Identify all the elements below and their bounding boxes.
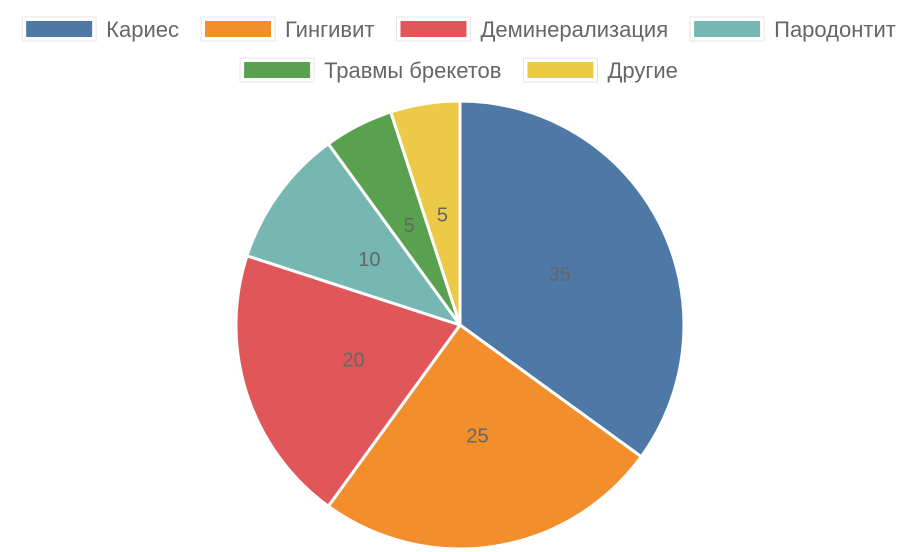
data-label-caries: 35 [549, 264, 571, 286]
legend-label-other: Другие [607, 58, 677, 83]
legend-swatch-demineralization [398, 19, 469, 39]
legend-swatch-other [525, 60, 596, 80]
legend-swatch-frame [239, 57, 315, 83]
legend-swatch-gingivitis [202, 19, 273, 39]
legend-swatch-caries [24, 19, 95, 39]
pie-slice-periodontitis[interactable] [245, 142, 462, 327]
legend-swatch-frame [689, 16, 765, 42]
pie-slice-other[interactable] [389, 99, 462, 327]
legend-swatch-frame [395, 16, 471, 42]
legend-swatch-periodontitis [692, 19, 763, 39]
data-label-bracket-trauma: 5 [404, 215, 415, 237]
pie-slices [234, 99, 686, 551]
data-label-gingivitis: 25 [466, 426, 488, 448]
data-label-demineralization: 20 [342, 350, 364, 372]
legend-swatch-frame [522, 57, 598, 83]
legend-label-caries: Кариес [106, 17, 179, 42]
legend-label-periodontitis: Пародонтит [774, 17, 896, 42]
legend-item-caries[interactable]: Кариес [21, 16, 179, 42]
pie-slice-gingivitis[interactable] [326, 323, 643, 551]
legend-label-gingivitis: Гингивит [285, 17, 374, 42]
data-label-periodontitis: 10 [358, 249, 380, 271]
legend-swatch-frame [21, 16, 97, 42]
data-label-other: 5 [437, 204, 448, 226]
legend-item-periodontitis[interactable]: Пародонтит [689, 16, 896, 42]
legend-item-other[interactable]: Другие [522, 57, 678, 83]
pie-slice-caries[interactable] [458, 99, 686, 459]
data-labels: 35 25 20 10 5 5 [342, 204, 571, 447]
legend-swatch-frame [200, 16, 276, 42]
legend-label-demineralization: Деминерализация [480, 17, 668, 42]
pie-slice-demineralization[interactable] [234, 254, 462, 508]
legend-label-bracket-trauma: Травмы брекетов [324, 58, 501, 83]
legend-swatch-bracket-trauma [242, 60, 313, 80]
legend-item-bracket-trauma[interactable]: Травмы брекетов [239, 57, 501, 83]
chart-legend: Кариес Гингивит Деминерализация Пародонтит Т… [21, 16, 896, 83]
legend-item-demineralization[interactable]: Деминерализация [395, 16, 668, 42]
legend-item-gingivitis[interactable]: Гингивит [200, 16, 374, 42]
